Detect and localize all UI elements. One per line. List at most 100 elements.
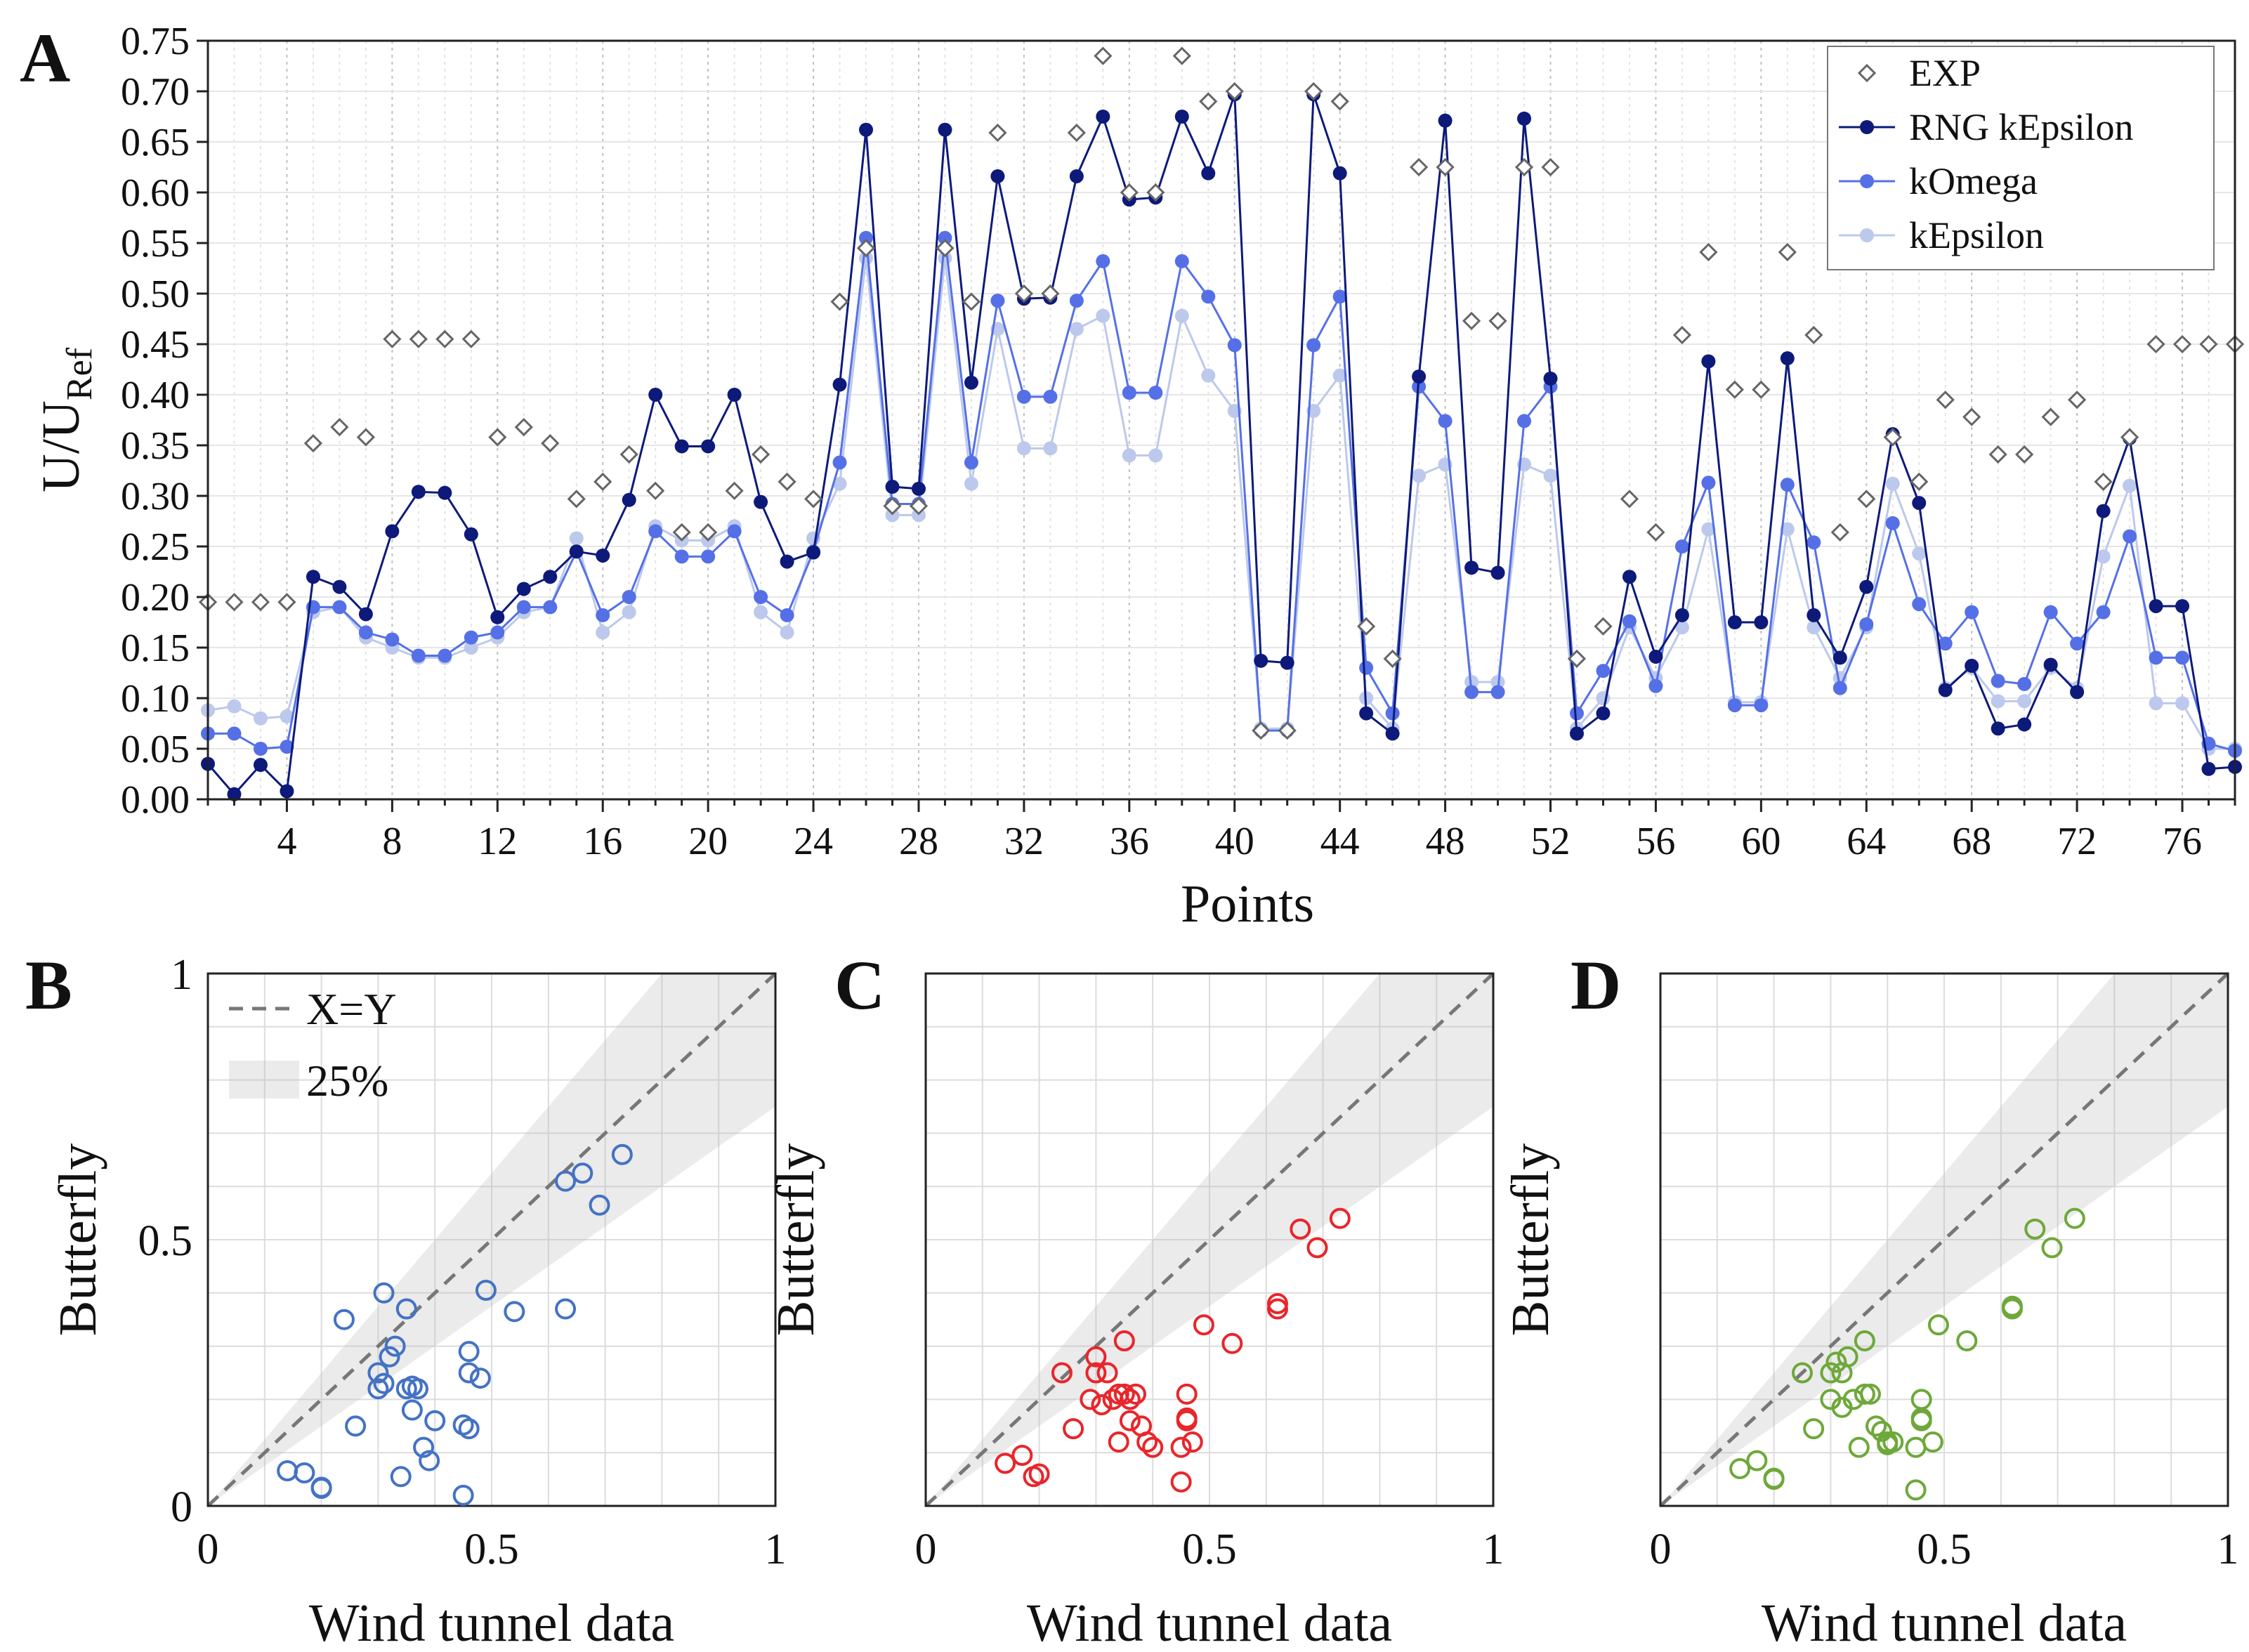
data-point-rng-kepsilon [1648, 649, 1663, 664]
data-point-komega [1648, 678, 1663, 693]
legend-label-rng-kepsilon: RNG kEpsilon [1909, 106, 2134, 148]
data-point-exp [277, 593, 296, 612]
data-point-exp [1330, 92, 1349, 111]
data-point-exp [225, 593, 244, 612]
data-point-komega [1832, 681, 1847, 695]
data-point-komega [2043, 605, 2058, 620]
panel-d-y-axis-title: Butterfly [1501, 1143, 1560, 1336]
panel-a-x-tick-label: 4 [277, 820, 296, 863]
data-point-exp [1699, 242, 1718, 262]
data-point-rng-kepsilon [1490, 565, 1505, 580]
panel-c-data-point [1119, 1389, 1141, 1410]
data-point-komega [1148, 386, 1163, 400]
data-point-komega [1306, 338, 1321, 353]
data-point-komega [1122, 386, 1136, 400]
data-point-exp [1462, 311, 1481, 331]
panel-a-y-tick-label: 0.15 [121, 627, 190, 670]
data-point-rng-kepsilon [332, 579, 347, 594]
panel-c-data-point [1176, 1407, 1198, 1429]
legend-marker-exp [1857, 63, 1877, 83]
data-point-kepsilon [1701, 522, 1716, 537]
panel-b-legend-band-swatch [229, 1061, 299, 1099]
panel-c-identity-line [924, 972, 1495, 1507]
data-point-rng-kepsilon [2070, 685, 2085, 700]
panel-c-data-point [1108, 1431, 1129, 1453]
data-point-komega [253, 742, 268, 756]
data-point-rng-kepsilon [2096, 504, 2111, 518]
data-point-rng-kepsilon [569, 544, 584, 559]
data-point-kepsilon [1069, 322, 1084, 336]
data-point-exp [1725, 380, 1744, 399]
panel-a-y-tick-label: 0.45 [121, 323, 190, 367]
panel-c-scatter: C 0 0.5 1 Wind tunnel data Butterfly [766, 946, 1504, 1652]
panel-c-data-point [1080, 1389, 1101, 1410]
data-point-kepsilon [2175, 696, 2190, 711]
data-point-exp [330, 417, 349, 437]
data-point-rng-kepsilon [1938, 683, 1953, 697]
data-point-komega [1069, 294, 1084, 308]
data-point-exp [514, 417, 533, 437]
data-point-exp [1225, 81, 1244, 101]
data-point-rng-kepsilon [253, 758, 268, 773]
panel-a-x-tick-label: 44 [1320, 820, 1360, 863]
data-point-komega [1885, 516, 1900, 530]
panel-d-data-point [1871, 1420, 1893, 1442]
data-point-kepsilon [596, 625, 610, 640]
data-point-rng-kepsilon [648, 388, 663, 402]
panel-d-data-point [1746, 1450, 1768, 1471]
data-point-rng-kepsilon [1754, 615, 1769, 629]
data-point-exp [2015, 445, 2034, 464]
panel-a-y-axis-title: U/URef [32, 347, 100, 492]
panel-b-data-point [345, 1415, 367, 1437]
data-point-exp [909, 497, 929, 516]
data-point-komega [1938, 636, 1953, 651]
panel-a-x-tick-label: 12 [478, 820, 517, 863]
panel-a-y-tick-label: 0.70 [121, 70, 190, 114]
data-point-exp [619, 445, 638, 464]
panel-c-data-point [1170, 1471, 1192, 1493]
data-point-exp [1594, 617, 1613, 636]
data-point-komega [1201, 289, 1216, 304]
panel-b-data-point [384, 1335, 406, 1357]
data-point-komega [859, 230, 874, 245]
panel-a-x-tick-label: 36 [1110, 820, 1149, 863]
data-point-kepsilon [1912, 546, 1927, 561]
data-point-komega [332, 600, 347, 615]
data-point-rng-kepsilon [701, 439, 716, 454]
data-point-kepsilon [280, 709, 294, 723]
data-point-exp [1752, 380, 1771, 399]
panel-b-data-point [504, 1301, 525, 1323]
data-point-rng-kepsilon [1991, 721, 2005, 736]
panel-a-series [198, 46, 2245, 801]
panel-b-data-point [367, 1378, 389, 1400]
panel-b-data-point [401, 1399, 423, 1421]
data-point-komega [1359, 660, 1374, 675]
data-point-kepsilon [1332, 368, 1347, 383]
data-point-rng-kepsilon [1622, 570, 1637, 584]
data-point-exp [936, 239, 955, 258]
data-point-kepsilon [464, 641, 478, 655]
data-point-kepsilon [2096, 549, 2111, 564]
data-point-exp [962, 292, 981, 311]
data-point-komega [674, 549, 689, 564]
data-point-exp [435, 329, 454, 348]
panel-b-data-point [419, 1450, 440, 1471]
panel-b-y-tick-label: 0 [171, 1483, 192, 1531]
data-point-komega [1780, 478, 1795, 492]
data-point-rng-kepsilon [1096, 110, 1110, 124]
panel-b-x-tick-label: 0.5 [464, 1526, 519, 1573]
data-point-exp [1172, 46, 1191, 65]
data-point-exp [830, 292, 849, 311]
data-point-exp [461, 329, 480, 348]
data-point-komega [1517, 414, 1532, 428]
data-point-komega [280, 740, 294, 754]
data-point-komega [2070, 636, 2085, 651]
panel-a-y-tick-label: 0.50 [121, 273, 190, 316]
data-point-exp [1094, 46, 1113, 65]
data-point-komega [2149, 650, 2163, 665]
panel-b-legend-identity-label: X=Y [306, 984, 397, 1034]
data-point-rng-kepsilon [1727, 615, 1742, 629]
data-point-exp [1514, 157, 1534, 177]
panel-c-data-point [1290, 1218, 1311, 1240]
legend-marker-kepsilon [1860, 228, 1874, 242]
